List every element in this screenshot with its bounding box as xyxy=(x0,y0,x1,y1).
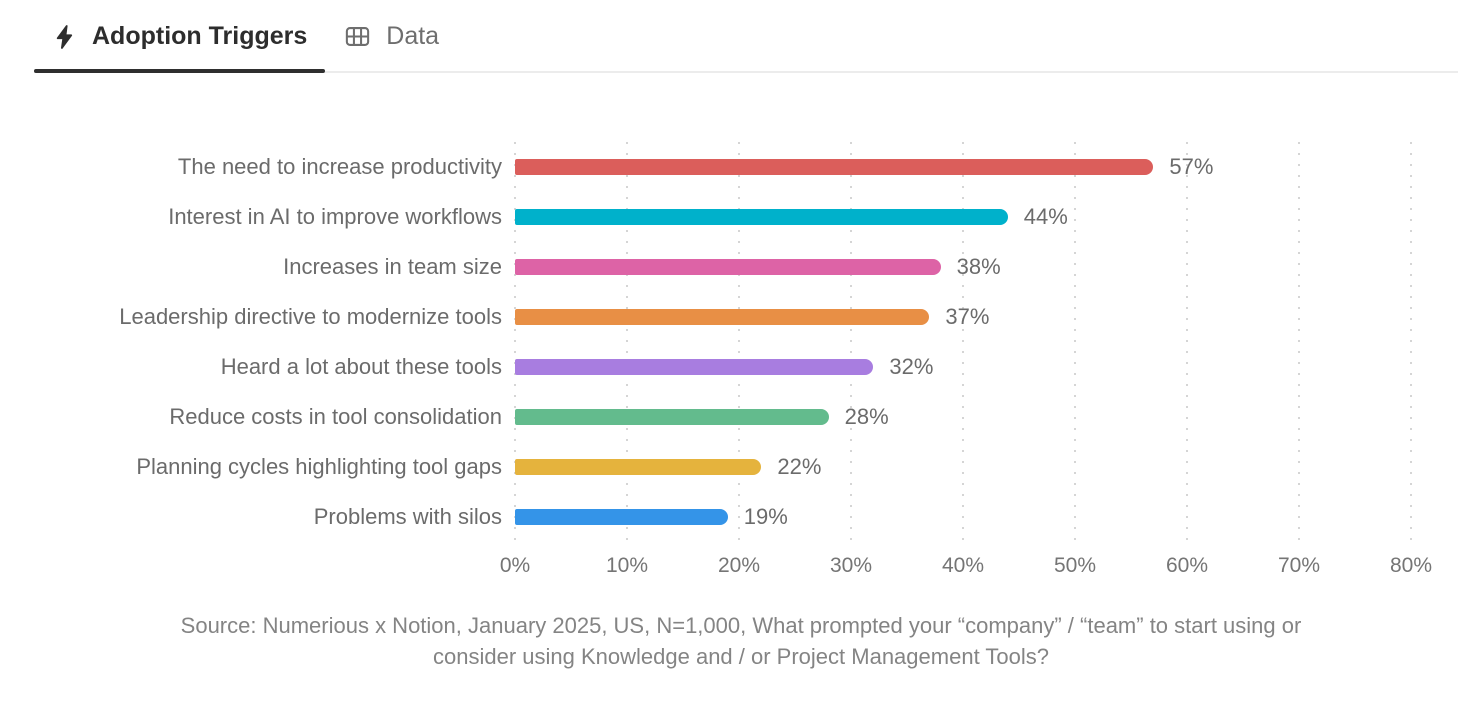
value-label: 32% xyxy=(889,354,934,379)
bar-chart: The need to increase productivity 57% Inte… xyxy=(0,142,1482,584)
tab-label: Data xyxy=(386,22,440,50)
category-label: Leadership directive to modernize tools xyxy=(119,304,502,329)
value-label: 57% xyxy=(1169,154,1214,179)
x-tick-label: 80% xyxy=(1389,554,1433,577)
category-label: Planning cycles highlighting tool gaps xyxy=(136,454,502,479)
tab-bar: Adoption Triggers Data xyxy=(34,0,1458,73)
value-label: 38% xyxy=(956,254,1001,279)
category-label: Reduce costs in tool consolidation xyxy=(169,404,502,429)
bar xyxy=(515,159,1154,175)
x-tick-label: 60% xyxy=(1165,554,1209,577)
bar-track: 38% xyxy=(515,254,1482,280)
bar-track: 22% xyxy=(515,454,1482,480)
bar-track: 19% xyxy=(515,504,1482,530)
chart-row: The need to increase productivity 57% xyxy=(0,142,1482,192)
bar-track: 28% xyxy=(515,404,1482,430)
bar xyxy=(515,459,762,475)
tab-data[interactable]: Data xyxy=(325,0,457,71)
x-tick-label: 10% xyxy=(605,554,649,577)
bar xyxy=(515,259,941,275)
chart-row: Planning cycles highlighting tool gaps 22… xyxy=(0,442,1482,492)
bar-track: 57% xyxy=(515,154,1482,180)
bar xyxy=(515,409,829,425)
bar xyxy=(515,359,874,375)
category-label: Increases in team size xyxy=(283,254,502,279)
bar-track: 32% xyxy=(515,354,1482,380)
chart-row: Heard a lot about these tools 32% xyxy=(0,342,1482,392)
value-label: 37% xyxy=(945,304,990,329)
chart-row: Reduce costs in tool consolidation 28% xyxy=(0,392,1482,442)
source-line-2: consider using Knowledge and / or Projec… xyxy=(433,644,1049,669)
value-label: 28% xyxy=(844,404,889,429)
x-tick-label: 20% xyxy=(717,554,761,577)
source-note: Source: Numerious x Notion, January 2025… xyxy=(0,610,1482,672)
tab-adoption-triggers[interactable]: Adoption Triggers xyxy=(34,0,326,73)
x-tick-label: 40% xyxy=(941,554,985,577)
chart-row: Interest in AI to improve workflows 44% xyxy=(0,192,1482,242)
x-axis: 0% 10% 20% 30% 40% 50% 60% 70% 80% xyxy=(0,554,1482,584)
bar xyxy=(515,209,1008,225)
bar-track: 44% xyxy=(515,204,1482,230)
category-label: The need to increase productivity xyxy=(177,154,502,179)
chart-row: Leadership directive to modernize tools 3… xyxy=(0,292,1482,342)
category-label: Heard a lot about these tools xyxy=(220,354,502,379)
source-line-1: Source: Numerious x Notion, January 2025… xyxy=(180,613,1302,638)
value-label: 19% xyxy=(743,504,788,529)
x-tick-label: 30% xyxy=(829,554,873,577)
value-label: 22% xyxy=(777,454,822,479)
bar xyxy=(515,509,728,525)
chart-row: Problems with silos 19% xyxy=(0,492,1482,542)
x-tick-label: 0% xyxy=(499,554,531,577)
category-label: Interest in AI to improve workflows xyxy=(168,204,502,229)
table-icon xyxy=(343,22,372,51)
bar xyxy=(515,309,930,325)
chart-row: Increases in team size 38% xyxy=(0,242,1482,292)
category-label: Problems with silos xyxy=(313,504,502,529)
x-tick-label: 50% xyxy=(1053,554,1097,577)
value-label: 44% xyxy=(1023,204,1068,229)
bar-track: 37% xyxy=(515,304,1482,330)
tab-label: Adoption Triggers xyxy=(92,22,308,50)
x-tick-label: 70% xyxy=(1277,554,1321,577)
chart-rows: The need to increase productivity 57% Inte… xyxy=(0,142,1482,542)
bolt-icon xyxy=(52,24,78,50)
